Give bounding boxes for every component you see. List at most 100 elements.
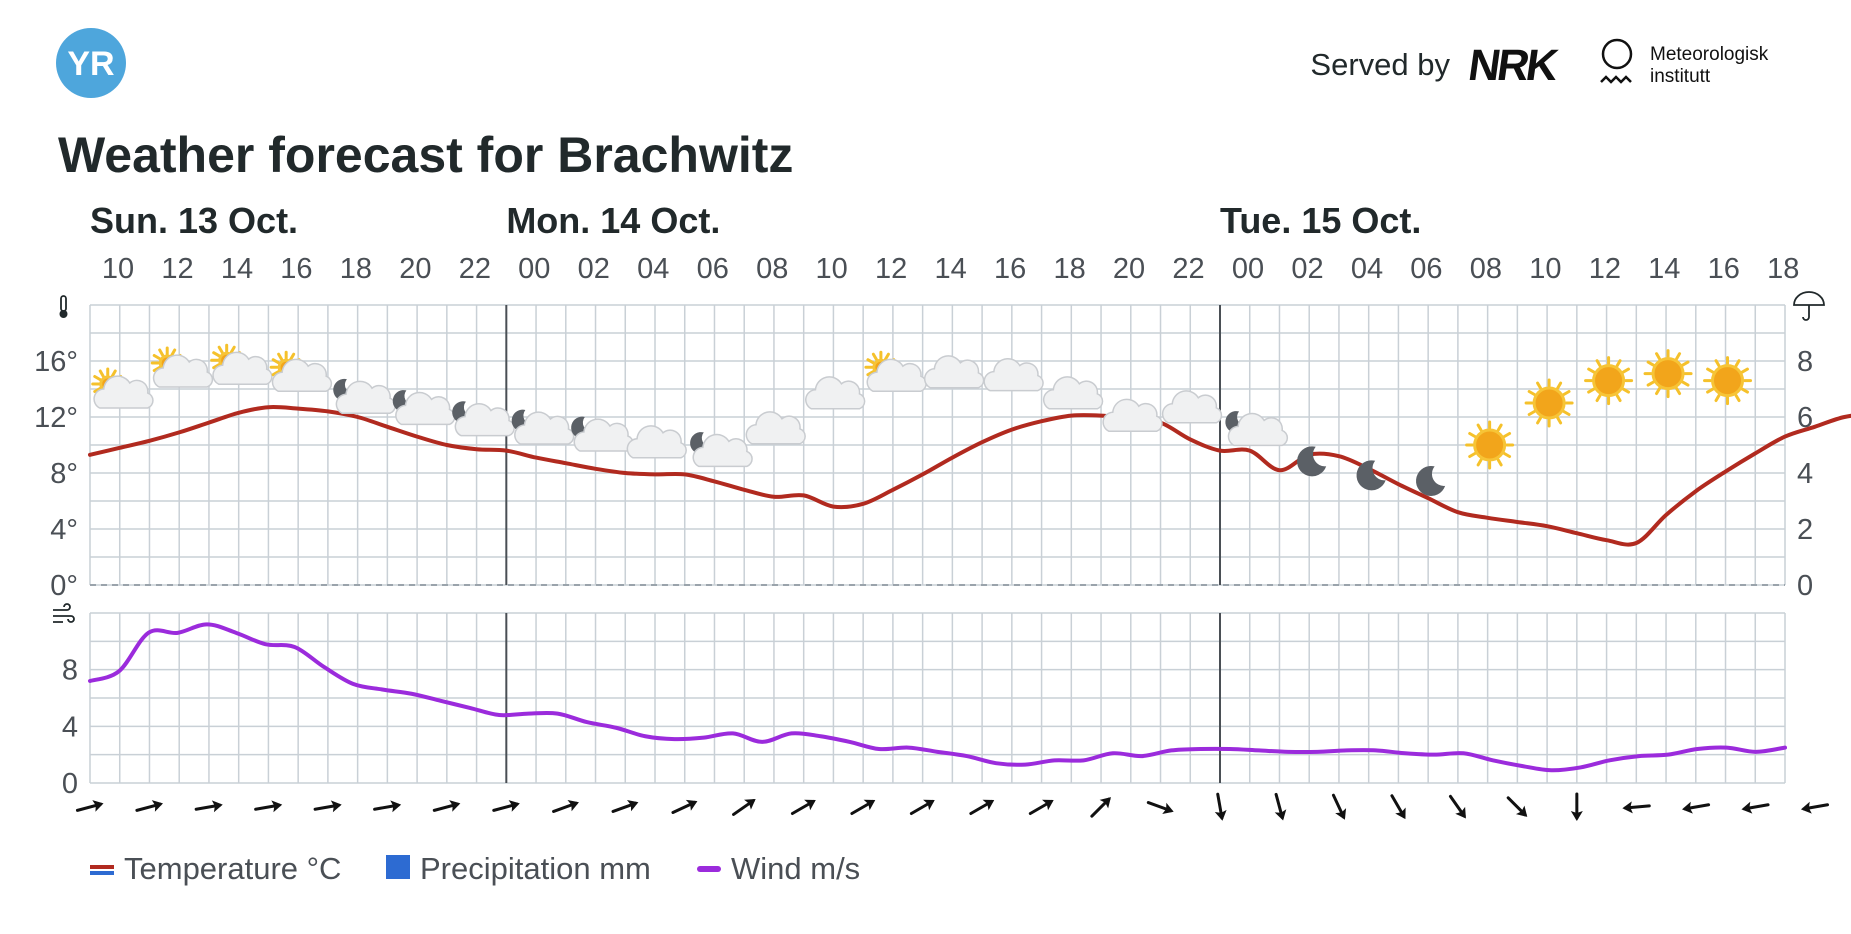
- cloud-icon: [626, 425, 687, 459]
- cloud-shape: [335, 380, 396, 414]
- wind-direction-arrows: [75, 792, 1830, 821]
- partly-cloudy-night-icon: [1225, 411, 1289, 447]
- wind-arrow-head: [1274, 809, 1287, 821]
- sun-ray: [1476, 458, 1483, 467]
- sun-ray: [1706, 367, 1715, 374]
- wind-arrow-icon: [790, 799, 816, 815]
- sun-ray: [98, 369, 105, 378]
- wind-arrow-head: [390, 800, 402, 813]
- legend-label-wind: Wind m/s: [731, 851, 860, 886]
- sun-ray: [1502, 452, 1512, 458]
- wind-arrow-icon: [313, 800, 342, 813]
- sun-ray: [1496, 458, 1503, 467]
- wind-arrow-icon: [850, 799, 876, 815]
- partly-cloudy-day-icon: [864, 350, 927, 392]
- hour-tick-label: 18: [340, 253, 372, 285]
- wind-arrow-head: [1455, 806, 1466, 819]
- temperature-tick-label: 12°: [34, 402, 78, 434]
- sun-ray: [277, 352, 284, 361]
- sun-ray: [152, 366, 161, 372]
- sun-disc: [1651, 357, 1685, 391]
- hour-tick-label: 22: [459, 253, 491, 285]
- wind-arrow-icon: [1214, 792, 1227, 821]
- met-logo-wave-icon: [1600, 75, 1632, 84]
- partly-cloudy-night-icon: [333, 378, 396, 414]
- sun-ray: [1536, 416, 1543, 425]
- sun-ray: [217, 345, 224, 354]
- wind-arrow-head: [1042, 799, 1054, 811]
- met-logo[interactable]: Meteorologisk institutt: [1600, 38, 1769, 87]
- legend-swatch-temperature: [90, 865, 114, 869]
- partly-cloudy-night-icon: [690, 432, 753, 468]
- wind-arrow-icon: [1570, 792, 1583, 821]
- partly-cloudy-day-icon: [269, 350, 333, 392]
- sun-icon: [1643, 349, 1693, 399]
- wind-arrow-icon: [611, 799, 639, 813]
- wind-arrow-head: [804, 799, 816, 811]
- cloud-icon: [745, 411, 806, 445]
- cloud-icon: [924, 355, 985, 389]
- hour-tick-label: 16: [994, 253, 1026, 285]
- legend-item-precipitation[interactable]: Precipitation mm: [386, 851, 651, 886]
- hour-tick-labels: 10 12 14 16 18 20 22 00 02 04 06 08 10 12 14 16 18 20 22 00…: [102, 253, 1800, 285]
- thermometer-icon: [59, 295, 68, 318]
- sun-ray: [1527, 410, 1536, 416]
- wind-arrow-head: [744, 798, 756, 810]
- wind-arrow-head: [1099, 797, 1111, 809]
- cloud-shape: [1227, 412, 1289, 447]
- sun-ray: [1714, 359, 1721, 368]
- wind-arrow-head: [685, 799, 698, 811]
- wind-arrow-icon: [1682, 801, 1711, 814]
- yr-logo[interactable]: YR: [56, 28, 126, 98]
- sun-ray: [1655, 386, 1662, 396]
- wind-arrow-icon: [969, 799, 995, 815]
- hour-tick-label: 12: [875, 253, 907, 285]
- legend-swatch-wind: [697, 866, 721, 872]
- wind-arrow-head: [567, 799, 579, 812]
- temperature-series: [88, 405, 1851, 547]
- hour-tick-label: 02: [1291, 253, 1323, 285]
- wind-arrow-icon: [1274, 792, 1287, 821]
- sun-ray: [1536, 381, 1543, 390]
- wind-arrow-icon: [1622, 801, 1651, 814]
- hour-tick-label: 14: [934, 253, 966, 285]
- sun-ray: [1621, 387, 1630, 394]
- sun-ray: [1476, 423, 1483, 432]
- met-logo-sun-icon: [1601, 38, 1633, 70]
- sun-ray: [1646, 360, 1655, 367]
- wind-arrow-head: [1682, 801, 1693, 814]
- wind-arrow-head: [923, 799, 935, 811]
- hour-tick-label: 00: [1232, 253, 1264, 285]
- wind-arrow-icon: [732, 798, 756, 816]
- wind-arrow-icon: [492, 800, 520, 812]
- cloud-shape: [626, 425, 687, 459]
- sun-disc: [1473, 428, 1507, 462]
- partly-cloudy-night-icon: [511, 409, 575, 445]
- sun-ray: [110, 369, 117, 378]
- wind-arrow-head: [1622, 801, 1633, 814]
- wind-tick-label: 0: [62, 768, 78, 800]
- wind-arrow-head: [1800, 801, 1812, 814]
- partly-cloudy-night-icon: [392, 390, 456, 426]
- sun-ray: [1675, 386, 1682, 396]
- hour-tick-label: 22: [1172, 253, 1204, 285]
- wind-arrow-icon: [1146, 801, 1174, 815]
- legend-item-temperature[interactable]: Temperature °C: [90, 851, 341, 886]
- moon-shape: [1356, 460, 1386, 491]
- wind-icon: [53, 603, 75, 623]
- sun-ray: [93, 387, 102, 393]
- wind-tick-label: 4: [62, 711, 78, 743]
- legend-item-wind[interactable]: Wind m/s: [697, 851, 860, 886]
- legend-swatch-precipitation: [386, 855, 410, 879]
- wind-arrow-icon: [194, 800, 223, 813]
- wind-arrow-head: [863, 799, 876, 811]
- sun-ray: [871, 352, 878, 361]
- wind-arrow-icon: [373, 800, 402, 813]
- sun-ray: [1740, 367, 1749, 374]
- precipitation-tick-label: 0: [1797, 570, 1813, 602]
- met-logo-line2: institutt: [1650, 66, 1711, 87]
- wind-arrow-icon: [909, 799, 935, 815]
- nrk-logo[interactable]: NRK: [1465, 41, 1561, 90]
- sun-ray: [1714, 393, 1721, 403]
- wind-arrow-icon: [432, 800, 461, 812]
